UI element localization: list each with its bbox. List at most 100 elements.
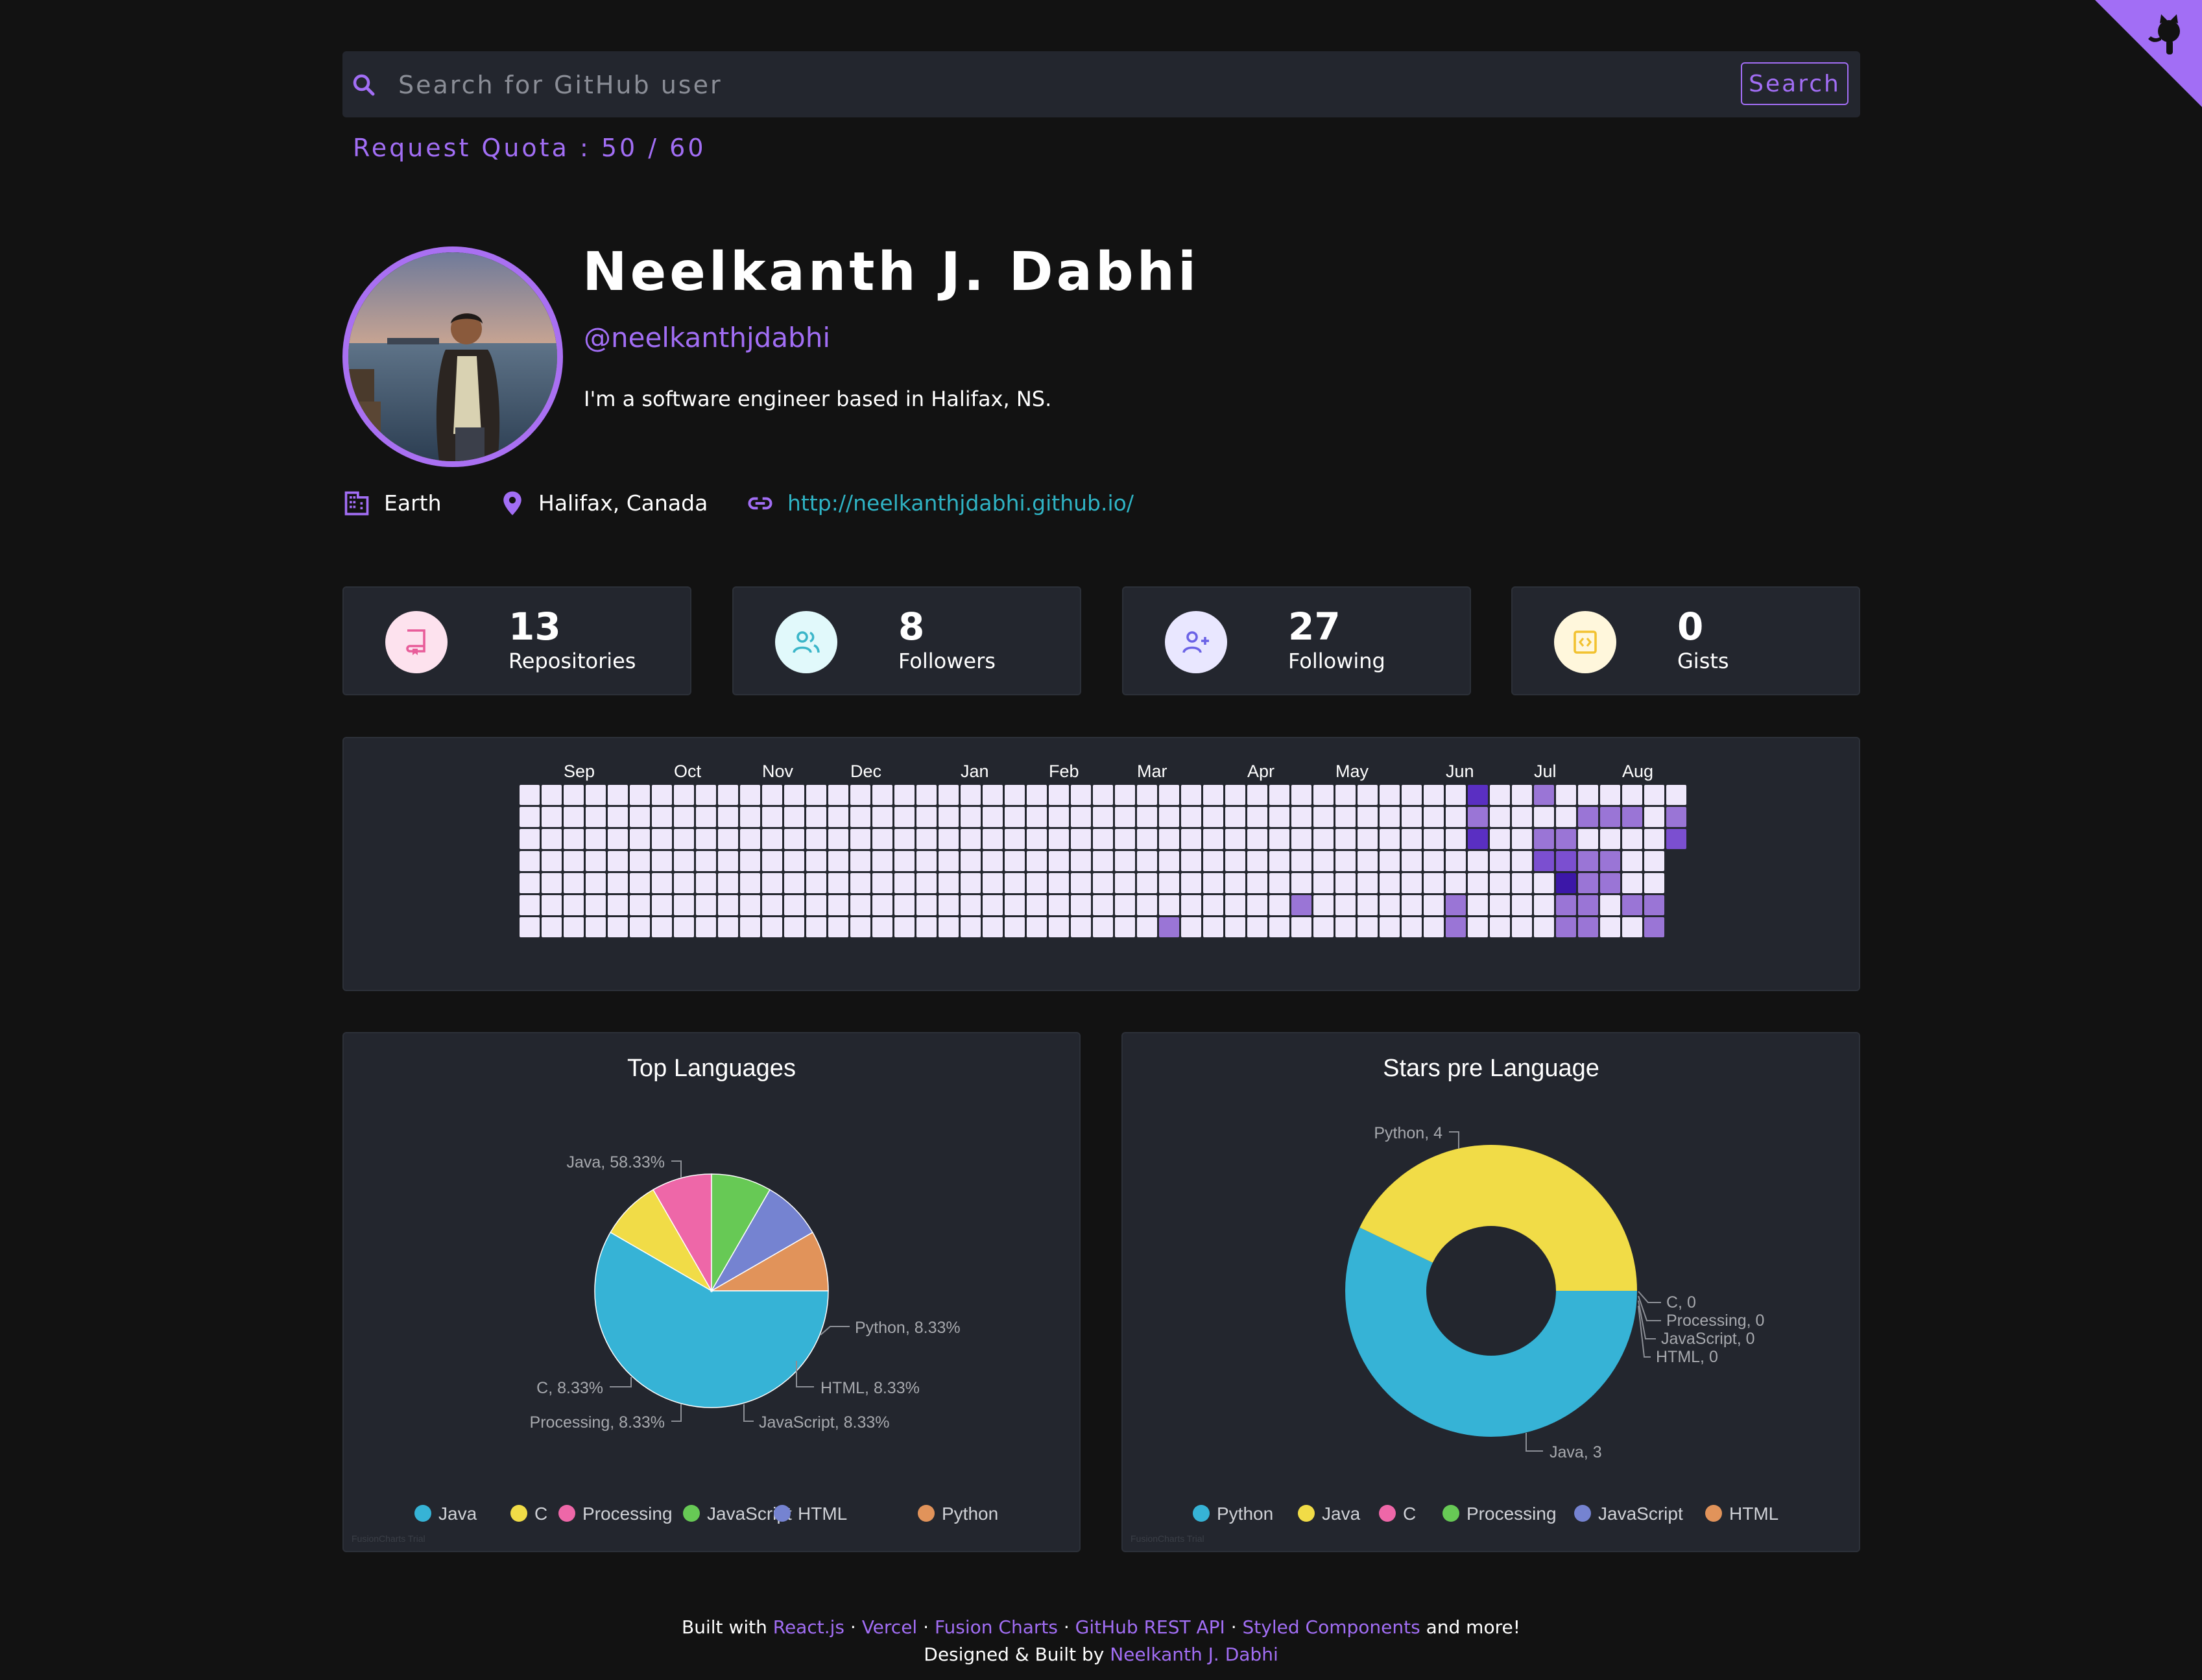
- contribution-day[interactable]: [1380, 829, 1400, 849]
- contribution-day[interactable]: [520, 807, 540, 827]
- contribution-day[interactable]: [1358, 829, 1378, 849]
- contribution-day[interactable]: [1291, 917, 1311, 937]
- contribution-day[interactable]: [718, 873, 738, 893]
- contribution-day[interactable]: [652, 873, 672, 893]
- contribution-day[interactable]: [740, 851, 760, 871]
- contribution-day[interactable]: [961, 873, 981, 893]
- contribution-day[interactable]: [520, 785, 540, 805]
- contribution-day[interactable]: [674, 917, 694, 937]
- contribution-day[interactable]: [1027, 807, 1047, 827]
- contribution-day[interactable]: [1402, 895, 1422, 915]
- contribution-day[interactable]: [1644, 873, 1664, 893]
- contribution-day[interactable]: [1556, 895, 1576, 915]
- contribution-day[interactable]: [1159, 807, 1179, 827]
- contribution-day[interactable]: [828, 851, 848, 871]
- contribution-day[interactable]: [1071, 807, 1091, 827]
- contribution-day[interactable]: [1115, 785, 1135, 805]
- contribution-day[interactable]: [806, 785, 826, 805]
- contribution-day[interactable]: [674, 807, 694, 827]
- contribution-day[interactable]: [1358, 895, 1378, 915]
- contribution-day[interactable]: [1600, 895, 1620, 915]
- contribution-day[interactable]: [718, 829, 738, 849]
- contribution-day[interactable]: [542, 829, 562, 849]
- contribution-day[interactable]: [1159, 917, 1179, 937]
- contribution-day[interactable]: [1380, 873, 1400, 893]
- contribution-day[interactable]: [586, 917, 606, 937]
- contribution-day[interactable]: [696, 785, 716, 805]
- contribution-day[interactable]: [1335, 851, 1356, 871]
- contribution-day[interactable]: [1534, 829, 1554, 849]
- contribution-day[interactable]: [850, 895, 870, 915]
- contribution-day[interactable]: [872, 807, 892, 827]
- contribution-day[interactable]: [828, 895, 848, 915]
- contribution-day[interactable]: [1225, 895, 1245, 915]
- contribution-day[interactable]: [894, 917, 915, 937]
- contribution-day[interactable]: [1093, 917, 1113, 937]
- contribution-day[interactable]: [1666, 785, 1686, 805]
- contribution-day[interactable]: [1622, 873, 1642, 893]
- contribution-day[interactable]: [1622, 829, 1642, 849]
- contribution-day[interactable]: [939, 895, 959, 915]
- contribution-day[interactable]: [762, 807, 782, 827]
- contribution-day[interactable]: [1049, 807, 1069, 827]
- contribution-day[interactable]: [1424, 829, 1444, 849]
- contribution-day[interactable]: [1071, 873, 1091, 893]
- contribution-day[interactable]: [1578, 807, 1598, 827]
- contribution-day[interactable]: [1644, 807, 1664, 827]
- contribution-day[interactable]: [1446, 829, 1466, 849]
- contribution-day[interactable]: [872, 785, 892, 805]
- slice-java[interactable]: [1359, 1145, 1637, 1291]
- legend-item[interactable]: C: [1403, 1504, 1416, 1524]
- contribution-day[interactable]: [1534, 785, 1554, 805]
- contribution-day[interactable]: [652, 851, 672, 871]
- contribution-day[interactable]: [1225, 829, 1245, 849]
- legend-item[interactable]: HTML: [1729, 1504, 1778, 1524]
- contribution-day[interactable]: [1247, 785, 1267, 805]
- contribution-day[interactable]: [1490, 895, 1510, 915]
- footer-link-fusion-charts[interactable]: Fusion Charts: [934, 1616, 1058, 1638]
- contribution-day[interactable]: [1225, 873, 1245, 893]
- contribution-day[interactable]: [916, 917, 937, 937]
- contribution-day[interactable]: [608, 807, 628, 827]
- contribution-day[interactable]: [1181, 807, 1201, 827]
- contribution-day[interactable]: [806, 873, 826, 893]
- contribution-day[interactable]: [608, 829, 628, 849]
- contribution-day[interactable]: [1093, 851, 1113, 871]
- contribution-day[interactable]: [784, 873, 804, 893]
- contribution-day[interactable]: [1049, 785, 1069, 805]
- contribution-day[interactable]: [1622, 895, 1642, 915]
- contribution-day[interactable]: [828, 785, 848, 805]
- contribution-day[interactable]: [542, 917, 562, 937]
- contribution-day[interactable]: [961, 829, 981, 849]
- contribution-day[interactable]: [1600, 807, 1620, 827]
- contribution-day[interactable]: [1159, 785, 1179, 805]
- contribution-day[interactable]: [1622, 851, 1642, 871]
- contribution-day[interactable]: [1556, 829, 1576, 849]
- contribution-day[interactable]: [1071, 829, 1091, 849]
- contribution-day[interactable]: [961, 917, 981, 937]
- contribution-day[interactable]: [1622, 917, 1642, 937]
- contribution-day[interactable]: [983, 807, 1003, 827]
- contribution-day[interactable]: [652, 807, 672, 827]
- contribution-day[interactable]: [894, 829, 915, 849]
- contribution-day[interactable]: [1181, 851, 1201, 871]
- contribution-day[interactable]: [939, 917, 959, 937]
- contribution-day[interactable]: [784, 829, 804, 849]
- contribution-day[interactable]: [1468, 873, 1488, 893]
- contribution-day[interactable]: [1071, 851, 1091, 871]
- contribution-day[interactable]: [1622, 807, 1642, 827]
- profile-blog-link[interactable]: http://neelkanthjdabhi.github.io/: [787, 490, 1134, 516]
- contribution-day[interactable]: [520, 917, 540, 937]
- contribution-day[interactable]: [652, 785, 672, 805]
- contribution-day[interactable]: [850, 851, 870, 871]
- contribution-day[interactable]: [564, 917, 584, 937]
- contribution-day[interactable]: [1446, 895, 1466, 915]
- legend-item[interactable]: Processing: [582, 1504, 673, 1524]
- contribution-day[interactable]: [1137, 917, 1157, 937]
- contribution-day[interactable]: [1380, 807, 1400, 827]
- legend-item[interactable]: JavaScript: [1598, 1504, 1683, 1524]
- contribution-day[interactable]: [696, 829, 716, 849]
- contribution-day[interactable]: [564, 807, 584, 827]
- contribution-day[interactable]: [1313, 895, 1334, 915]
- legend-item[interactable]: Python: [942, 1504, 998, 1524]
